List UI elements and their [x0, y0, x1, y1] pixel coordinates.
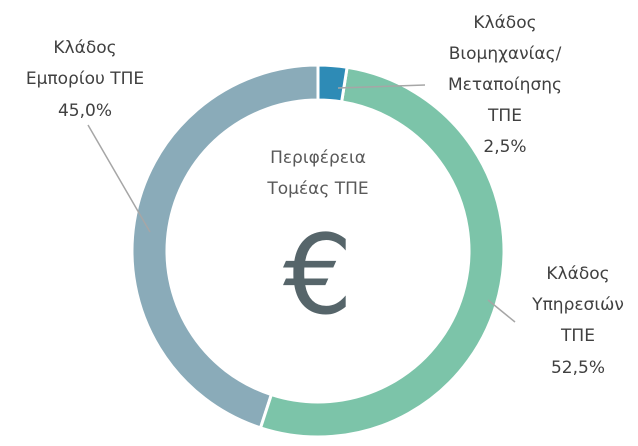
donut-segment	[130, 63, 320, 430]
donut-segment	[258, 65, 506, 439]
center-label: Περιφέρεια Τομέας ΤΠΕ	[267, 148, 369, 199]
category-label: Κλάδος Βιομηχανίας/ Μεταποίησης ΤΠΕ	[448, 13, 562, 126]
category-label: Κλάδος Υπηρεσιών ΤΠΕ	[532, 264, 624, 346]
category-label: Κλάδος Εμπορίου ΤΠΕ	[25, 38, 145, 89]
leader-line	[87, 124, 151, 233]
value-label: 2,5%	[483, 137, 527, 157]
leader-line	[337, 84, 426, 89]
center-symbol: €	[283, 211, 353, 339]
value-label: 45,0%	[57, 101, 113, 121]
leader-line	[487, 299, 516, 323]
donut-segment	[316, 63, 349, 104]
value-label: 52,5%	[550, 358, 606, 378]
